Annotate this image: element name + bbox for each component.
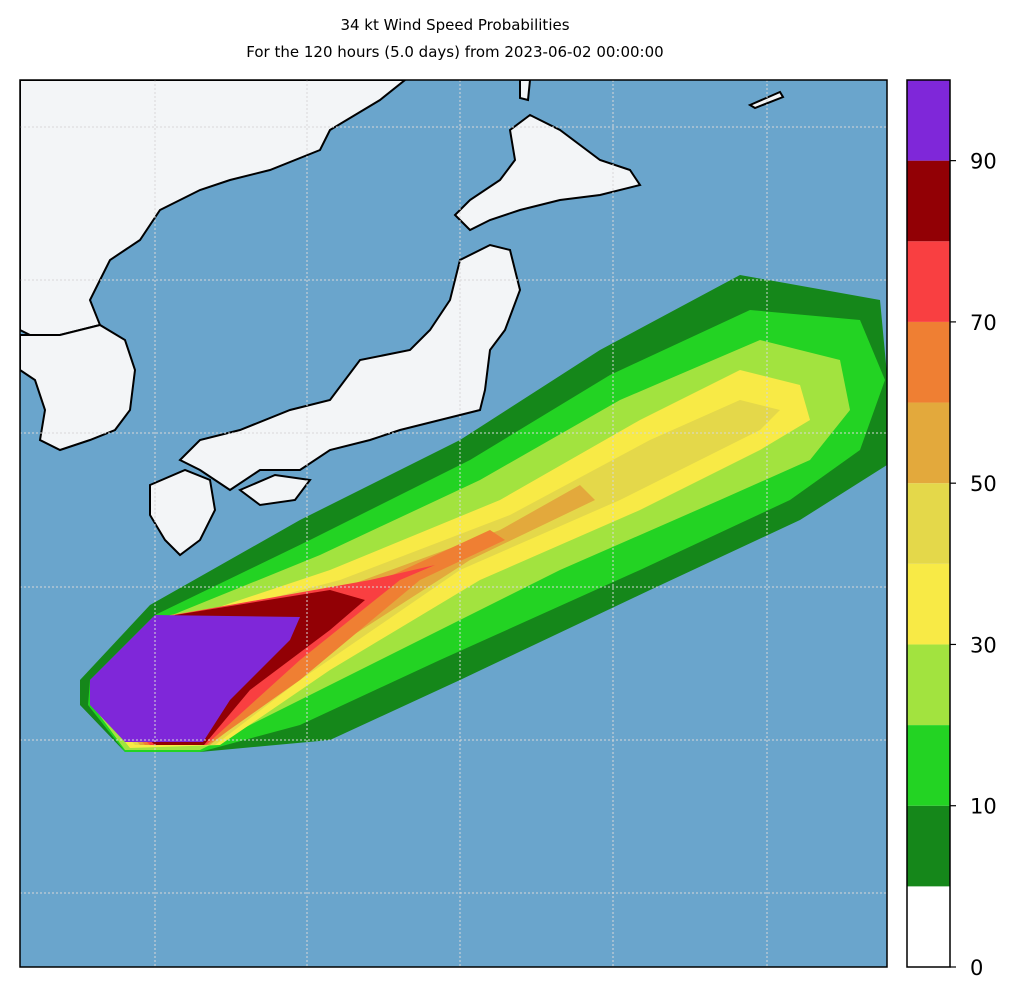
map: [20, 80, 887, 967]
colorbar-tick-label: 30: [970, 633, 997, 657]
colorbar-tick-label: 50: [970, 472, 997, 496]
colorbar-band: [907, 483, 950, 564]
colorbar: 0 10 30 50 70 90: [906, 79, 997, 980]
colorbar-frame: [906, 79, 951, 968]
honshu: [178, 243, 522, 492]
kyushu: [149, 468, 217, 557]
probability-contours: [80, 275, 887, 752]
colorbar-band: [907, 563, 950, 645]
colorbar-tick-label: 70: [970, 311, 997, 335]
colorbar-band: [907, 725, 950, 806]
colorbar-band: [907, 805, 950, 887]
colorbar-band: [907, 160, 950, 242]
colorbar-band: [907, 321, 950, 403]
colorbar-tick-label: 90: [970, 150, 997, 174]
map-frame: [19, 79, 888, 968]
probability-band: [90, 615, 300, 742]
graticule: [20, 80, 887, 967]
colorbar-band: [907, 241, 950, 322]
subtitle: For the 120 hours (5.0 days) from 2023-0…: [246, 43, 663, 61]
colorbar-tick-label: 0: [970, 956, 983, 980]
title: 34 kt Wind Speed Probabilities: [340, 16, 569, 34]
colorbar-band: [907, 886, 950, 967]
korea: [20, 323, 137, 452]
colorbar-band: [907, 644, 950, 726]
shikoku: [238, 473, 312, 507]
sakhalin: [519, 80, 532, 102]
colorbar-tick-label: 10: [970, 795, 997, 819]
hokkaido: [453, 113, 642, 232]
colorbar-band: [907, 402, 950, 484]
colorbar-band: [907, 80, 950, 161]
